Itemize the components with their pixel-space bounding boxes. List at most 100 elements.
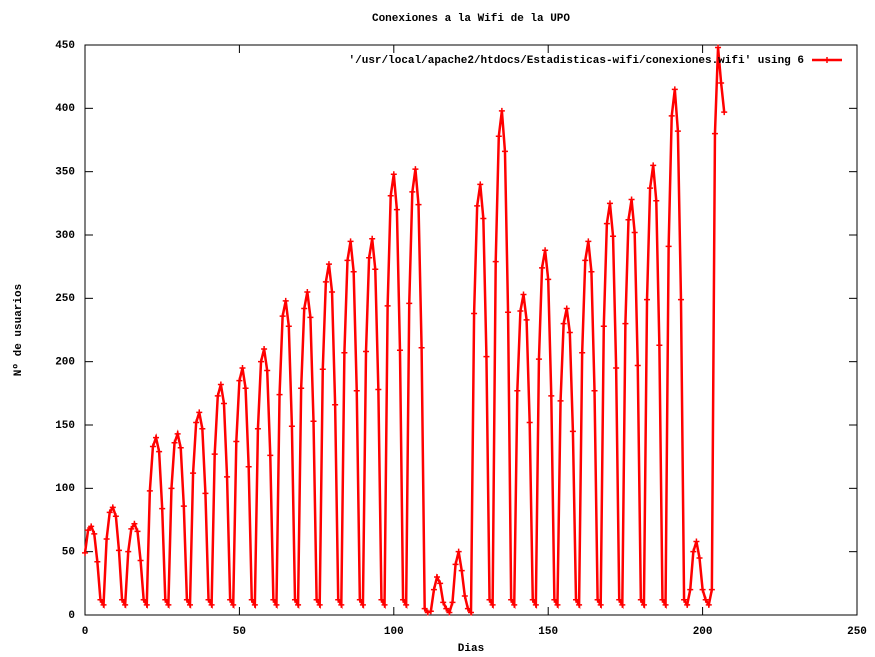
data-point	[690, 548, 697, 555]
data-point	[171, 439, 178, 446]
data-point	[665, 243, 672, 250]
data-point	[659, 596, 666, 603]
data-point	[668, 112, 675, 119]
data-point	[498, 107, 505, 114]
data-point	[613, 365, 620, 371]
data-point	[190, 470, 197, 477]
data-point	[205, 596, 212, 603]
data-point	[344, 257, 351, 264]
data-point	[437, 580, 444, 587]
data-point	[149, 443, 156, 450]
data-point	[288, 423, 295, 430]
data-point	[112, 513, 119, 520]
data-point	[446, 609, 453, 616]
data-point	[409, 188, 416, 195]
data-point	[298, 385, 305, 392]
data-point	[464, 605, 471, 612]
data-point	[347, 238, 354, 245]
data-point	[622, 320, 629, 327]
data-point	[625, 216, 632, 223]
data-point	[332, 401, 339, 408]
y-tick-label: 200	[55, 357, 75, 369]
data-point	[115, 547, 122, 554]
data-point	[458, 567, 465, 574]
data-point	[591, 387, 598, 394]
data-point	[715, 44, 722, 51]
data-point	[705, 601, 712, 608]
data-point	[285, 323, 292, 330]
data-point	[279, 313, 286, 320]
data-point	[699, 586, 706, 593]
data-point	[501, 148, 508, 155]
data-point	[718, 80, 725, 86]
data-point	[313, 596, 320, 603]
data-point	[693, 538, 700, 545]
data-point	[708, 586, 715, 593]
y-tick-label: 50	[62, 547, 75, 559]
data-point	[264, 367, 271, 374]
data-point	[526, 419, 533, 426]
data-point	[495, 133, 502, 140]
data-point	[400, 596, 407, 603]
data-point	[316, 601, 323, 608]
data-point	[88, 523, 95, 530]
data-point	[677, 296, 684, 303]
data-point	[384, 302, 391, 309]
data-point	[103, 536, 110, 542]
data-point	[471, 310, 478, 317]
data-point	[542, 247, 549, 254]
data-point	[338, 601, 345, 608]
data-point	[637, 596, 644, 603]
y-tick-label: 100	[55, 483, 75, 495]
data-point	[165, 601, 172, 608]
data-point	[97, 596, 104, 603]
data-point	[449, 599, 456, 606]
data-point	[640, 601, 647, 608]
data-point	[461, 593, 468, 599]
data-point	[258, 358, 265, 365]
data-point	[180, 503, 187, 510]
data-point	[248, 596, 255, 603]
data-point	[390, 171, 397, 178]
data-point	[597, 601, 604, 608]
data-point	[369, 235, 376, 242]
data-point	[211, 451, 218, 458]
data-point	[159, 505, 166, 512]
data-point	[363, 348, 370, 355]
y-tick-label: 400	[55, 103, 75, 115]
data-point	[468, 609, 474, 616]
data-point	[421, 605, 428, 612]
data-point	[557, 397, 564, 404]
data-point	[721, 109, 728, 116]
data-point	[671, 86, 678, 93]
data-point	[600, 323, 607, 330]
data-point	[582, 257, 589, 264]
data-point	[378, 596, 385, 603]
x-tick-label: 250	[847, 626, 867, 638]
data-point	[616, 596, 623, 603]
data-point	[233, 438, 240, 445]
data-point	[174, 430, 181, 437]
data-point	[455, 548, 462, 555]
data-point	[224, 473, 231, 480]
data-point	[131, 520, 138, 527]
data-point	[406, 300, 413, 307]
data-point	[227, 596, 234, 603]
data-point	[186, 601, 193, 608]
data-point	[418, 344, 425, 351]
data-point	[702, 596, 709, 603]
y-tick-label: 250	[55, 293, 75, 305]
data-point	[585, 238, 592, 245]
data-point	[711, 130, 718, 137]
x-axis-label: Dias	[458, 643, 484, 655]
y-axis-label: Nº de usuarios	[13, 284, 25, 376]
data-point	[239, 365, 246, 371]
data-point	[415, 201, 422, 208]
data-point	[109, 504, 116, 511]
data-point	[122, 601, 129, 608]
data-point	[168, 485, 175, 492]
data-point	[662, 601, 669, 608]
data-point	[94, 558, 101, 565]
data-point	[653, 197, 660, 204]
data-point	[656, 342, 663, 349]
